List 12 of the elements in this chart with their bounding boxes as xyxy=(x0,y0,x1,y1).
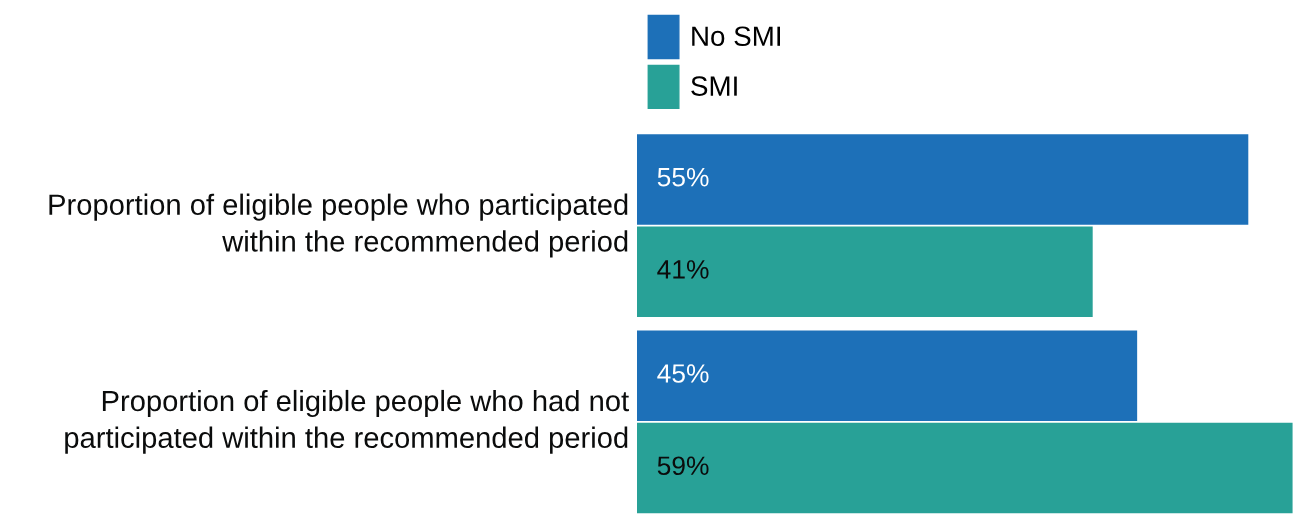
data-label: 45% xyxy=(657,364,709,383)
data-label: 55% xyxy=(657,167,709,187)
bar xyxy=(636,422,1293,514)
legend-label: SMI xyxy=(691,76,737,96)
bar xyxy=(636,330,1138,421)
data-label: 41% xyxy=(657,260,709,279)
data-label: 59% xyxy=(657,456,709,476)
y-tick-label: Proportion of eligible people who had not participated within the recommended period xyxy=(65,389,629,454)
bar xyxy=(636,134,1249,225)
y-tick-label: Proportion of eligible people who participated within the recommended period xyxy=(49,193,628,258)
legend-label: No SMI xyxy=(692,26,780,47)
bar xyxy=(636,226,1093,317)
